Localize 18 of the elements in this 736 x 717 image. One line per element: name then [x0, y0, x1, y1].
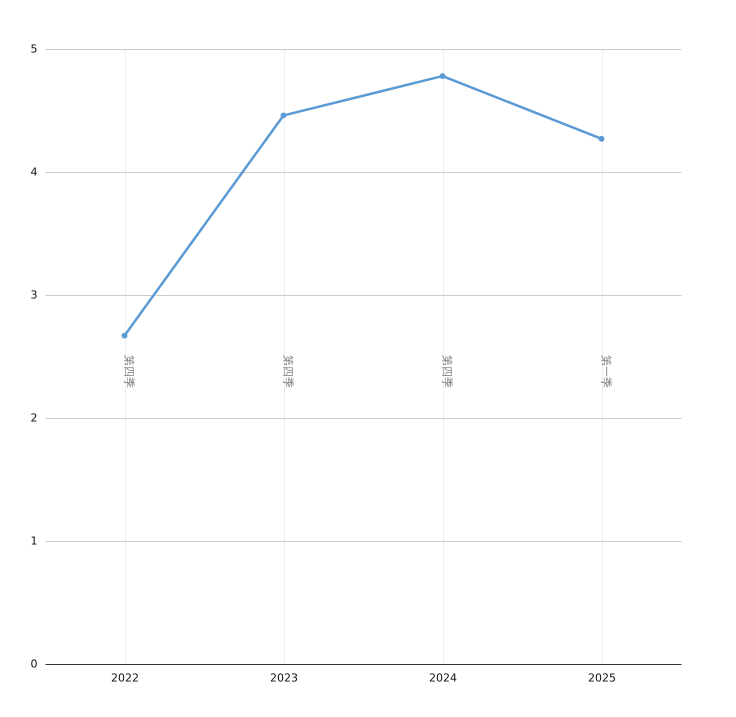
y-tick-label: 0	[30, 658, 38, 670]
y-tick-label: 4	[30, 166, 38, 178]
annotation: 第四季	[440, 355, 454, 388]
annotation: 第一季	[600, 355, 612, 388]
y-tick-label: 5	[30, 42, 38, 56]
point	[280, 112, 286, 118]
annotation: 第四季	[122, 355, 136, 388]
x-tick-label: 2024	[429, 672, 457, 684]
y-tick-label: 2	[30, 412, 38, 424]
y-tick-label: 1	[30, 534, 38, 548]
x-tick-label: 2023	[270, 672, 298, 684]
annotation: 第四季	[282, 355, 294, 388]
point	[440, 73, 446, 80]
y-tick-label: 3	[30, 288, 38, 302]
x-tick-label: 2025	[588, 672, 616, 684]
x-tick-label: 2022	[111, 672, 139, 684]
point	[598, 136, 604, 142]
point	[122, 332, 128, 339]
